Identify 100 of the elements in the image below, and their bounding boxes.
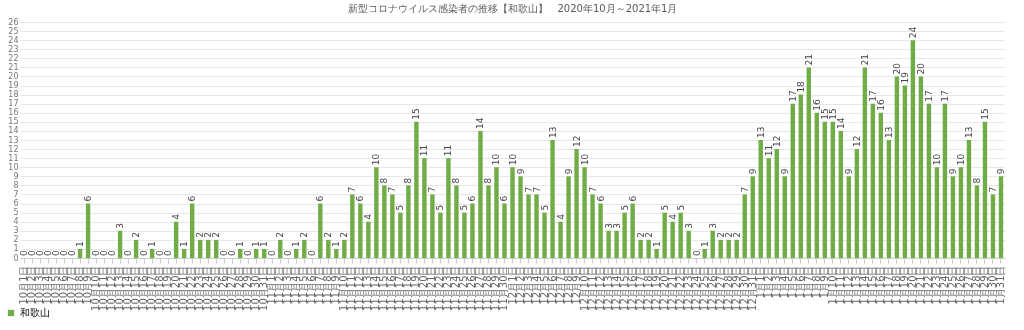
bar [478,130,483,258]
chart-title: 新型コロナウイルス感染者の推移【和歌山】 2020年10月～2021年1月 [347,3,678,14]
y-tick-label: 22 [8,53,19,63]
y-tick-label: 5 [13,208,19,218]
y-tick-label: 23 [8,44,19,54]
data-label: 11 [763,144,774,157]
data-label: 7 [427,186,438,193]
bar [454,185,459,258]
y-tick-label: 10 [8,162,19,172]
data-label: 2 [323,232,334,238]
data-label: 8 [451,177,462,184]
bar [350,194,355,258]
data-label: 0 [59,250,70,256]
bar [614,230,619,258]
data-label: 5 [395,204,406,211]
data-label: 7 [347,186,358,193]
data-label: 2 [635,232,646,238]
data-label: 12 [571,135,582,148]
data-label: 0 [219,250,230,256]
bar [846,176,852,258]
bar [189,203,195,258]
bar [886,140,892,258]
bar [630,203,635,258]
data-label: 17 [867,90,878,102]
data-label: 2 [723,232,734,238]
y-tick-label: 16 [8,108,19,118]
data-label: 0 [307,250,318,256]
bar [214,239,219,258]
data-label: 18 [795,80,806,93]
y-tick-label: 21 [8,62,19,72]
data-label: 12 [771,135,782,148]
bar [173,221,179,258]
bar [566,176,571,258]
bar [854,149,860,258]
data-label: 0 [155,250,166,256]
bar [254,248,259,258]
bar [590,194,595,258]
data-label: 20 [915,62,926,75]
data-label: 5 [619,204,630,211]
data-label: 1 [699,241,710,247]
data-label: 9 [515,168,526,175]
bar [77,248,83,258]
y-tick-label: 24 [8,35,19,45]
bar [934,167,940,258]
data-label: 13 [755,126,766,138]
bar [990,194,996,258]
bar [878,112,884,258]
bar [710,230,715,258]
data-label: 24 [907,26,918,39]
data-label: 9 [563,168,574,175]
data-label: 10 [955,153,966,166]
bar [486,185,491,258]
bar [422,158,427,258]
y-tick-label: 1 [13,244,19,254]
bar [918,76,924,258]
y-tick-label: 6 [13,199,19,209]
data-label: 9 [996,168,1006,175]
y-tick-label: 19 [8,81,19,91]
data-label: 3 [603,223,614,229]
bar [998,176,1004,258]
y-tick-label: 4 [13,217,19,227]
bar [358,203,363,258]
bar [502,203,507,258]
bar [414,121,419,258]
data-label: 13 [547,126,558,138]
data-label: 15 [411,108,422,120]
data-label: 20 [891,62,902,75]
data-label: 5 [459,204,470,211]
data-label: 4 [555,213,566,220]
bar [550,140,555,258]
data-label: 1 [235,241,246,247]
data-label: 6 [499,195,510,202]
bar [646,239,651,258]
bar [926,103,932,258]
data-label: 14 [835,117,846,129]
bar [782,176,787,258]
bar [966,140,972,258]
data-label: 3 [611,223,622,229]
bar [662,212,667,258]
bar [574,149,579,258]
data-label: 1 [291,241,302,247]
bar [958,167,964,258]
bar [430,194,435,258]
data-label: 9 [843,168,854,175]
bar [734,239,739,258]
data-label: 16 [875,99,886,111]
bar [790,103,795,258]
data-label: 8 [403,177,414,184]
bar [366,221,371,258]
data-label: 3 [707,223,718,229]
bar [334,248,339,258]
bar [774,149,779,258]
bar [382,185,387,258]
data-label: 15 [827,108,838,120]
bar [838,130,844,258]
bar [542,212,547,258]
bar [670,221,675,258]
data-label: 2 [211,232,222,238]
data-label: 2 [731,232,742,238]
data-label: 6 [83,195,94,202]
